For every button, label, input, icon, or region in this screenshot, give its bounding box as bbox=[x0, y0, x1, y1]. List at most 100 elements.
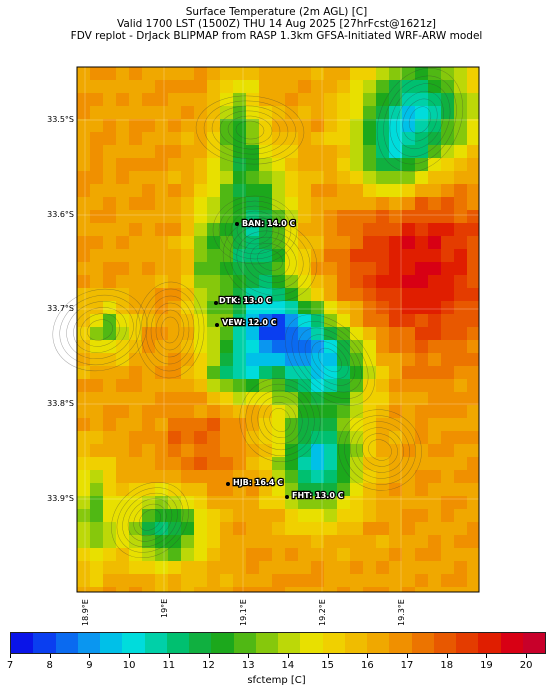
grid-cell bbox=[142, 197, 156, 211]
grid-cell bbox=[311, 405, 325, 419]
grid-cell bbox=[389, 171, 403, 185]
grid-cell bbox=[454, 158, 468, 172]
grid-cell bbox=[168, 171, 182, 185]
colorbar-tick-mark bbox=[89, 654, 91, 658]
grid-cell bbox=[116, 158, 130, 172]
grid-cell bbox=[246, 522, 260, 536]
grid-cell bbox=[90, 106, 104, 120]
grid-cell bbox=[116, 405, 130, 419]
grid-cell bbox=[311, 145, 325, 159]
grid-cell bbox=[129, 509, 143, 523]
grid-cell bbox=[181, 93, 195, 107]
grid-cell bbox=[168, 158, 182, 172]
grid-cell bbox=[246, 80, 260, 94]
grid-cell bbox=[220, 405, 234, 419]
grid-cell bbox=[246, 431, 260, 445]
grid-cell bbox=[155, 340, 169, 354]
grid-cell bbox=[467, 236, 480, 250]
grid-cell bbox=[350, 470, 364, 484]
grid-cell bbox=[337, 340, 351, 354]
grid-cell bbox=[363, 158, 377, 172]
grid-cell bbox=[181, 145, 195, 159]
grid-cell bbox=[350, 171, 364, 185]
grid-cell bbox=[441, 457, 455, 471]
grid-cell bbox=[454, 327, 468, 341]
grid-cell bbox=[259, 158, 273, 172]
grid-cell bbox=[389, 249, 403, 263]
grid-cell bbox=[363, 444, 377, 458]
grid-cell bbox=[402, 197, 416, 211]
grid-cell bbox=[363, 80, 377, 94]
grid-cell bbox=[168, 470, 182, 484]
grid-cell bbox=[259, 171, 273, 185]
grid-cell bbox=[467, 262, 480, 276]
contour-line bbox=[195, 95, 305, 165]
grid-cell bbox=[116, 249, 130, 263]
grid-cell bbox=[428, 262, 442, 276]
grid-cell bbox=[298, 223, 312, 237]
grid-cell bbox=[207, 275, 221, 289]
grid-cell bbox=[324, 314, 338, 328]
grid-cell bbox=[194, 288, 208, 302]
grid-cell bbox=[389, 561, 403, 575]
grid-cell bbox=[467, 184, 480, 198]
contour-line bbox=[344, 415, 416, 485]
grid-cell bbox=[129, 483, 143, 497]
grid-cell bbox=[272, 574, 286, 588]
grid-cell bbox=[77, 184, 91, 198]
contour-line bbox=[224, 205, 286, 255]
grid-cell bbox=[376, 431, 390, 445]
grid-cell bbox=[90, 522, 104, 536]
grid-cell bbox=[441, 353, 455, 367]
grid-cell bbox=[129, 132, 143, 146]
grid-cell bbox=[311, 106, 325, 120]
grid-cell bbox=[415, 67, 429, 81]
grid-cell bbox=[220, 483, 234, 497]
grid-cell bbox=[363, 340, 377, 354]
grid-cell bbox=[90, 67, 104, 81]
grid-cell bbox=[90, 366, 104, 380]
grid-cell bbox=[207, 184, 221, 198]
grid-cell bbox=[233, 145, 247, 159]
grid-cell bbox=[428, 470, 442, 484]
grid-cell bbox=[90, 262, 104, 276]
grid-cell bbox=[337, 509, 351, 523]
grid-cell bbox=[415, 145, 429, 159]
grid-cell bbox=[129, 262, 143, 276]
grid-cell bbox=[259, 145, 273, 159]
grid-cell bbox=[233, 249, 247, 263]
grid-cell bbox=[103, 340, 117, 354]
grid-cell bbox=[103, 405, 117, 419]
grid-cell bbox=[155, 587, 169, 593]
grid-cell bbox=[376, 587, 390, 593]
grid-cell bbox=[272, 392, 286, 406]
grid-cell bbox=[168, 561, 182, 575]
grid-cell bbox=[350, 353, 364, 367]
grid-cell bbox=[259, 561, 273, 575]
grid-cell bbox=[441, 262, 455, 276]
grid-cell bbox=[441, 132, 455, 146]
grid-cell bbox=[168, 223, 182, 237]
grid-cell bbox=[259, 301, 273, 315]
grid-cell bbox=[441, 483, 455, 497]
grid-cell bbox=[415, 314, 429, 328]
grid-cell bbox=[168, 366, 182, 380]
contour-line bbox=[145, 295, 195, 365]
grid-cell bbox=[285, 171, 299, 185]
grid-cell bbox=[376, 535, 390, 549]
grid-cell bbox=[194, 236, 208, 250]
grid-cell bbox=[77, 444, 91, 458]
grid-cell bbox=[415, 444, 429, 458]
grid-cell bbox=[428, 197, 442, 211]
grid-cell bbox=[454, 288, 468, 302]
lat-label: 33.8°S bbox=[47, 399, 74, 408]
contour-line bbox=[396, 91, 444, 149]
contour-line bbox=[155, 309, 185, 351]
grid-cell bbox=[233, 67, 247, 81]
grid-cell bbox=[168, 184, 182, 198]
grid-cell bbox=[142, 548, 156, 562]
grid-cell bbox=[246, 223, 260, 237]
grid-cell bbox=[363, 470, 377, 484]
grid-cell bbox=[389, 275, 403, 289]
grid-cell bbox=[142, 327, 156, 341]
